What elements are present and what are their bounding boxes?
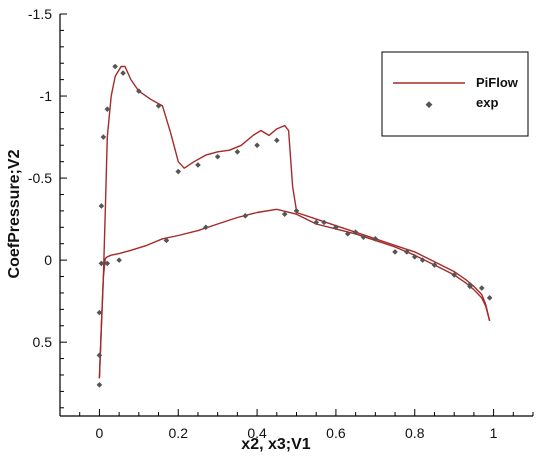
y-tick-label: -1.5 — [28, 6, 52, 22]
y-axis-label: CoefPressure;V2 — [6, 149, 23, 278]
x-tick-label: 0.4 — [247, 425, 267, 441]
y-tick-label: 0 — [44, 252, 52, 268]
exp-point — [281, 211, 288, 217]
exp-point — [411, 254, 418, 260]
legend-box — [381, 51, 529, 137]
exp-point — [431, 262, 438, 268]
exp-point — [96, 352, 103, 359]
exp-point — [313, 219, 320, 226]
exp-point — [116, 257, 122, 263]
exp-point — [98, 260, 105, 267]
legend-label-exp: exp — [476, 95, 498, 110]
exp-point — [486, 295, 493, 301]
piflow-line-suction — [98, 65, 298, 379]
exp-point — [98, 203, 105, 209]
x-tick-label: 0.2 — [169, 425, 189, 441]
exp-point — [344, 231, 351, 237]
exp-point — [112, 63, 118, 70]
piflow-line-upper-aft — [296, 211, 491, 321]
exp-point — [360, 234, 367, 240]
legend-marker-exp: ◆ — [426, 100, 433, 110]
exp-point — [451, 272, 457, 278]
exp-point — [273, 137, 280, 144]
x-tick-label: 0.6 — [326, 425, 346, 441]
exp-point — [96, 382, 103, 388]
exp-point — [234, 149, 241, 155]
exp-point — [392, 249, 398, 255]
piflow-line-pressure — [98, 208, 491, 379]
x-axis-label: x2, x3;V1 — [241, 436, 310, 453]
exp-point — [293, 208, 300, 214]
exp-point — [155, 103, 162, 109]
series-layer — [96, 63, 493, 388]
exp-point — [136, 88, 142, 94]
exp-point — [254, 142, 260, 149]
x-tick-label: 1 — [490, 425, 498, 441]
exp-point — [333, 224, 339, 231]
exp-point — [352, 229, 359, 236]
legend: PiFlow ◆ exp — [381, 51, 529, 137]
exp-point — [372, 235, 379, 242]
x-tick-label: 0.8 — [405, 425, 425, 441]
ticks-layer: 0 0.2 0.4 0.6 0.8 1 -1.5 -1 -0.5 0 0.5 — [28, 6, 534, 441]
legend-label-piflow: PiFlow — [476, 75, 519, 90]
exp-point — [467, 283, 473, 290]
exp-point — [96, 309, 103, 316]
exp-point — [104, 106, 111, 112]
y-tick-label: -1 — [40, 88, 53, 104]
exp-point — [203, 224, 209, 231]
exp-point — [175, 168, 182, 175]
exp-point — [100, 134, 107, 140]
exp-point — [104, 260, 111, 267]
x-tick-label: 0 — [96, 425, 104, 441]
exp-point — [321, 219, 327, 226]
y-tick-label: -0.5 — [28, 170, 52, 186]
exp-point — [478, 285, 485, 291]
exp-point — [242, 213, 249, 219]
exp-point — [195, 162, 201, 168]
exp-point — [404, 249, 410, 255]
exp-point — [214, 153, 221, 160]
exp-point — [120, 70, 126, 76]
exp-point — [163, 237, 170, 244]
y-tick-label: 0.5 — [33, 334, 53, 350]
exp-point — [419, 257, 426, 263]
